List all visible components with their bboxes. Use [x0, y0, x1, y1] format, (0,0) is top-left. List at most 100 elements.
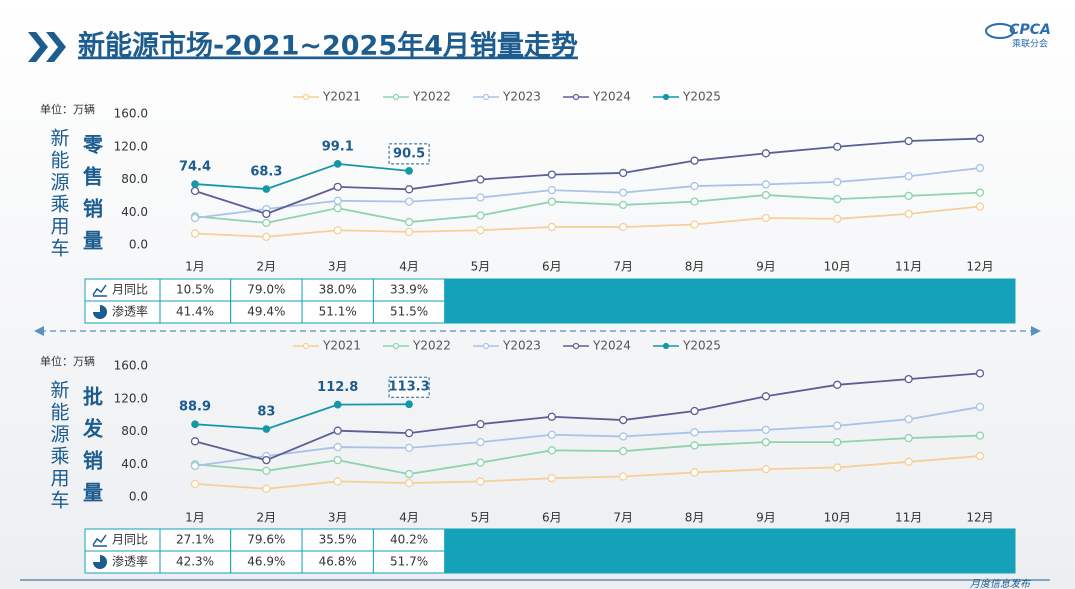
label-box	[388, 376, 430, 398]
data-label: 90.5	[393, 146, 425, 161]
table-cell	[729, 550, 803, 574]
footer-text: 月度信息发布	[970, 578, 1032, 589]
data-point	[333, 400, 342, 409]
x-tick-label: 12月	[966, 260, 993, 274]
x-tick-label: 1月	[185, 511, 205, 525]
data-point	[190, 186, 200, 196]
data-point	[690, 197, 699, 206]
data-point	[333, 196, 342, 205]
data-point	[690, 406, 699, 416]
table-cell-text: 38.0%	[319, 283, 357, 297]
trend-icon	[92, 534, 107, 547]
data-point	[476, 193, 485, 202]
x-tick-label: 11月	[895, 260, 922, 274]
x-tick-label: 5月	[471, 260, 491, 274]
x-tick-label: 11月	[895, 511, 922, 525]
table-cell-text: 42.3%	[176, 555, 214, 569]
data-point	[333, 477, 342, 486]
table-cell-text: 51.7%	[390, 555, 428, 569]
table-cell	[658, 278, 731, 302]
data-point	[476, 211, 485, 220]
data-point	[404, 197, 414, 206]
page-title: 新能源市场-2021~2025年4月销量走势	[78, 30, 578, 62]
table-cell	[872, 550, 945, 574]
data-point	[262, 185, 271, 193]
data-point	[761, 392, 771, 401]
data-label: 83	[257, 405, 275, 420]
table-cell-text: 46.9%	[247, 555, 285, 569]
data-point	[262, 484, 271, 493]
x-tick-label: 3月	[328, 260, 348, 274]
table-cell	[444, 300, 517, 324]
data-point	[975, 163, 985, 173]
label-box	[388, 143, 430, 165]
series-line	[194, 372, 981, 462]
chevron-icon	[28, 32, 66, 62]
legend-label: Y2024	[592, 90, 631, 104]
legend-label: Y2025	[682, 90, 721, 104]
table-cell	[943, 300, 1016, 324]
data-point	[547, 474, 556, 483]
data-point	[690, 441, 699, 450]
legend-marker	[392, 342, 400, 350]
legend-label: Y2023	[502, 90, 541, 104]
table-cell-text: 33.9%	[390, 283, 428, 297]
data-point	[547, 222, 556, 232]
series-line	[194, 455, 981, 490]
data-point	[904, 457, 913, 466]
data-point	[761, 149, 771, 158]
data-point	[904, 415, 913, 424]
y-axis-title: 新能源乘用车	[48, 380, 70, 512]
data-point	[547, 446, 556, 455]
legend-marker	[482, 93, 490, 101]
data-point	[190, 479, 200, 489]
table-cell	[872, 278, 945, 302]
data-point	[975, 402, 985, 412]
table-cell	[658, 300, 731, 324]
data-point	[761, 465, 771, 474]
table-cell	[444, 528, 517, 552]
table-cell	[801, 550, 874, 574]
y-tick-label: 160.0	[114, 107, 148, 121]
series-line	[194, 162, 410, 190]
legend-marker	[392, 93, 400, 101]
data-point	[404, 469, 414, 479]
data-point	[833, 142, 842, 151]
pie-icon	[93, 305, 107, 319]
data-point	[690, 428, 699, 437]
y-tick-label: 80.0	[121, 172, 148, 186]
series-line	[194, 191, 981, 224]
table-cell	[943, 550, 1016, 574]
data-point	[333, 182, 342, 192]
data-point	[547, 170, 556, 179]
data-point	[619, 415, 628, 425]
data-point	[904, 209, 913, 219]
data-point	[975, 369, 985, 378]
data-point	[547, 185, 556, 195]
table-cell	[943, 278, 1016, 302]
x-tick-label: 12月	[966, 511, 993, 525]
data-point	[405, 167, 413, 175]
data-point	[547, 197, 556, 206]
table-cell-text: 40.2%	[390, 533, 428, 547]
data-point	[619, 432, 628, 441]
data-point	[262, 466, 271, 475]
legend-label: Y2024	[592, 339, 631, 353]
table-cell-text: 46.8%	[319, 555, 357, 569]
data-point	[476, 437, 485, 447]
x-tick-label: 4月	[399, 260, 419, 274]
x-tick-label: 10月	[824, 511, 851, 525]
y-tick-label: 80.0	[121, 424, 148, 438]
data-point	[975, 431, 985, 440]
data-point	[833, 437, 842, 447]
y-tick-label: 40.0	[121, 205, 148, 219]
table-cell	[515, 278, 588, 302]
logo-mark	[985, 23, 1015, 39]
data-point	[833, 463, 842, 472]
y-tick-label: 40.0	[121, 457, 148, 471]
data-point	[547, 430, 556, 439]
legend-marker	[482, 342, 490, 350]
data-label: 74.4	[179, 160, 211, 175]
data-point	[476, 458, 485, 467]
